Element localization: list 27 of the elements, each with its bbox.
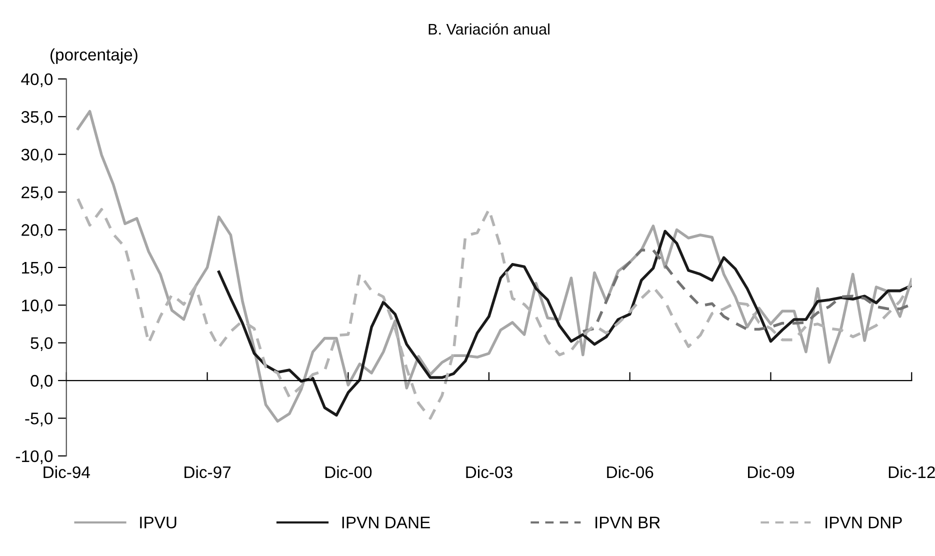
x-tick-label: Dic-03 bbox=[466, 466, 512, 478]
line-series bbox=[76, 110, 912, 423]
x-tick-label: Dic-97 bbox=[184, 466, 231, 478]
line-series bbox=[217, 230, 912, 417]
x-tick-label: Dic-12 bbox=[888, 466, 935, 478]
y-axis-title: (porcentaje) bbox=[50, 48, 138, 64]
y-tick-label: 15,0 bbox=[22, 262, 53, 276]
legend-label: IPVN DNP bbox=[826, 516, 902, 528]
x-tick-label: Dic-06 bbox=[607, 466, 654, 478]
line-series bbox=[76, 197, 912, 420]
y-tick-label: -5,0 bbox=[25, 412, 53, 426]
x-tick-label: Dic-00 bbox=[325, 466, 372, 478]
legend-label: IPVN DANE bbox=[342, 516, 430, 528]
y-tick-label: 40,0 bbox=[21, 73, 53, 88]
y-tick-label: 20,0 bbox=[22, 224, 53, 238]
y-tick-label: 35,0 bbox=[21, 111, 53, 125]
legend-label: IPVU bbox=[140, 516, 176, 528]
x-tick-label: Dic-09 bbox=[748, 466, 794, 478]
chart-title: B. Variación anual bbox=[428, 23, 550, 35]
y-tick-label: 30,0 bbox=[21, 148, 53, 163]
y-tick-label: 5,0 bbox=[30, 337, 53, 351]
x-tick-label: Dic-94 bbox=[44, 466, 90, 478]
y-tick-label: 25,0 bbox=[22, 186, 53, 200]
y-tick-label: -10,0 bbox=[16, 450, 53, 464]
legend-label: IPVN BR bbox=[596, 516, 660, 528]
y-tick-label: 10,0 bbox=[22, 300, 53, 314]
y-tick-label: 0,0 bbox=[30, 374, 53, 389]
